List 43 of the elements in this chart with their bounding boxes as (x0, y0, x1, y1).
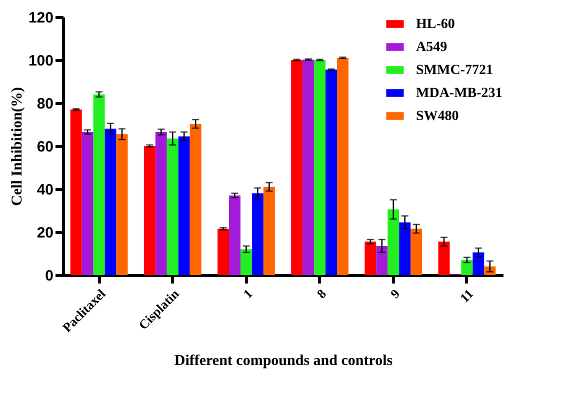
x-tick-label: 9 (387, 286, 403, 302)
bar (116, 134, 128, 275)
bar (399, 222, 411, 275)
bar (144, 146, 156, 275)
bar (410, 228, 422, 275)
bar (302, 60, 314, 275)
legend-label: HL-60 (416, 17, 455, 32)
bar (314, 60, 326, 275)
bar (70, 109, 82, 275)
bar (252, 193, 264, 275)
legend-label: SMMC-7721 (416, 63, 493, 78)
y-tick-label: 40 (36, 182, 54, 198)
bar (155, 132, 167, 275)
y-tick-label: 0 (45, 268, 54, 284)
bar (190, 124, 202, 275)
bar (263, 186, 275, 275)
bar (166, 138, 178, 275)
bar (472, 252, 484, 275)
bar (178, 136, 190, 275)
x-tick-label: 1 (240, 286, 256, 302)
y-axis-title: Cell Inhibition(%) (9, 87, 26, 206)
bar (240, 249, 252, 275)
bar (104, 128, 116, 275)
y-tick-label: 80 (36, 96, 54, 112)
y-tick-label: 100 (28, 52, 54, 70)
bar (93, 94, 105, 275)
legend-label: SW480 (416, 109, 459, 124)
bar (228, 195, 240, 275)
bar (218, 228, 229, 275)
x-tick-label: 11 (456, 286, 476, 306)
legend-label: A549 (416, 40, 448, 55)
x-tick-label: 8 (314, 286, 330, 302)
y-tick-label: 120 (28, 10, 54, 26)
bar (326, 70, 338, 275)
y-tick-label: 20 (36, 224, 54, 242)
x-axis-title: Different compounds and controls (174, 352, 393, 369)
y-tick-label: 60 (36, 138, 54, 156)
bar (376, 246, 388, 275)
bar (438, 242, 450, 275)
bar (291, 60, 303, 275)
bar (337, 58, 348, 275)
bar (388, 209, 400, 275)
legend-label: MDA-MB-231 (416, 86, 502, 101)
